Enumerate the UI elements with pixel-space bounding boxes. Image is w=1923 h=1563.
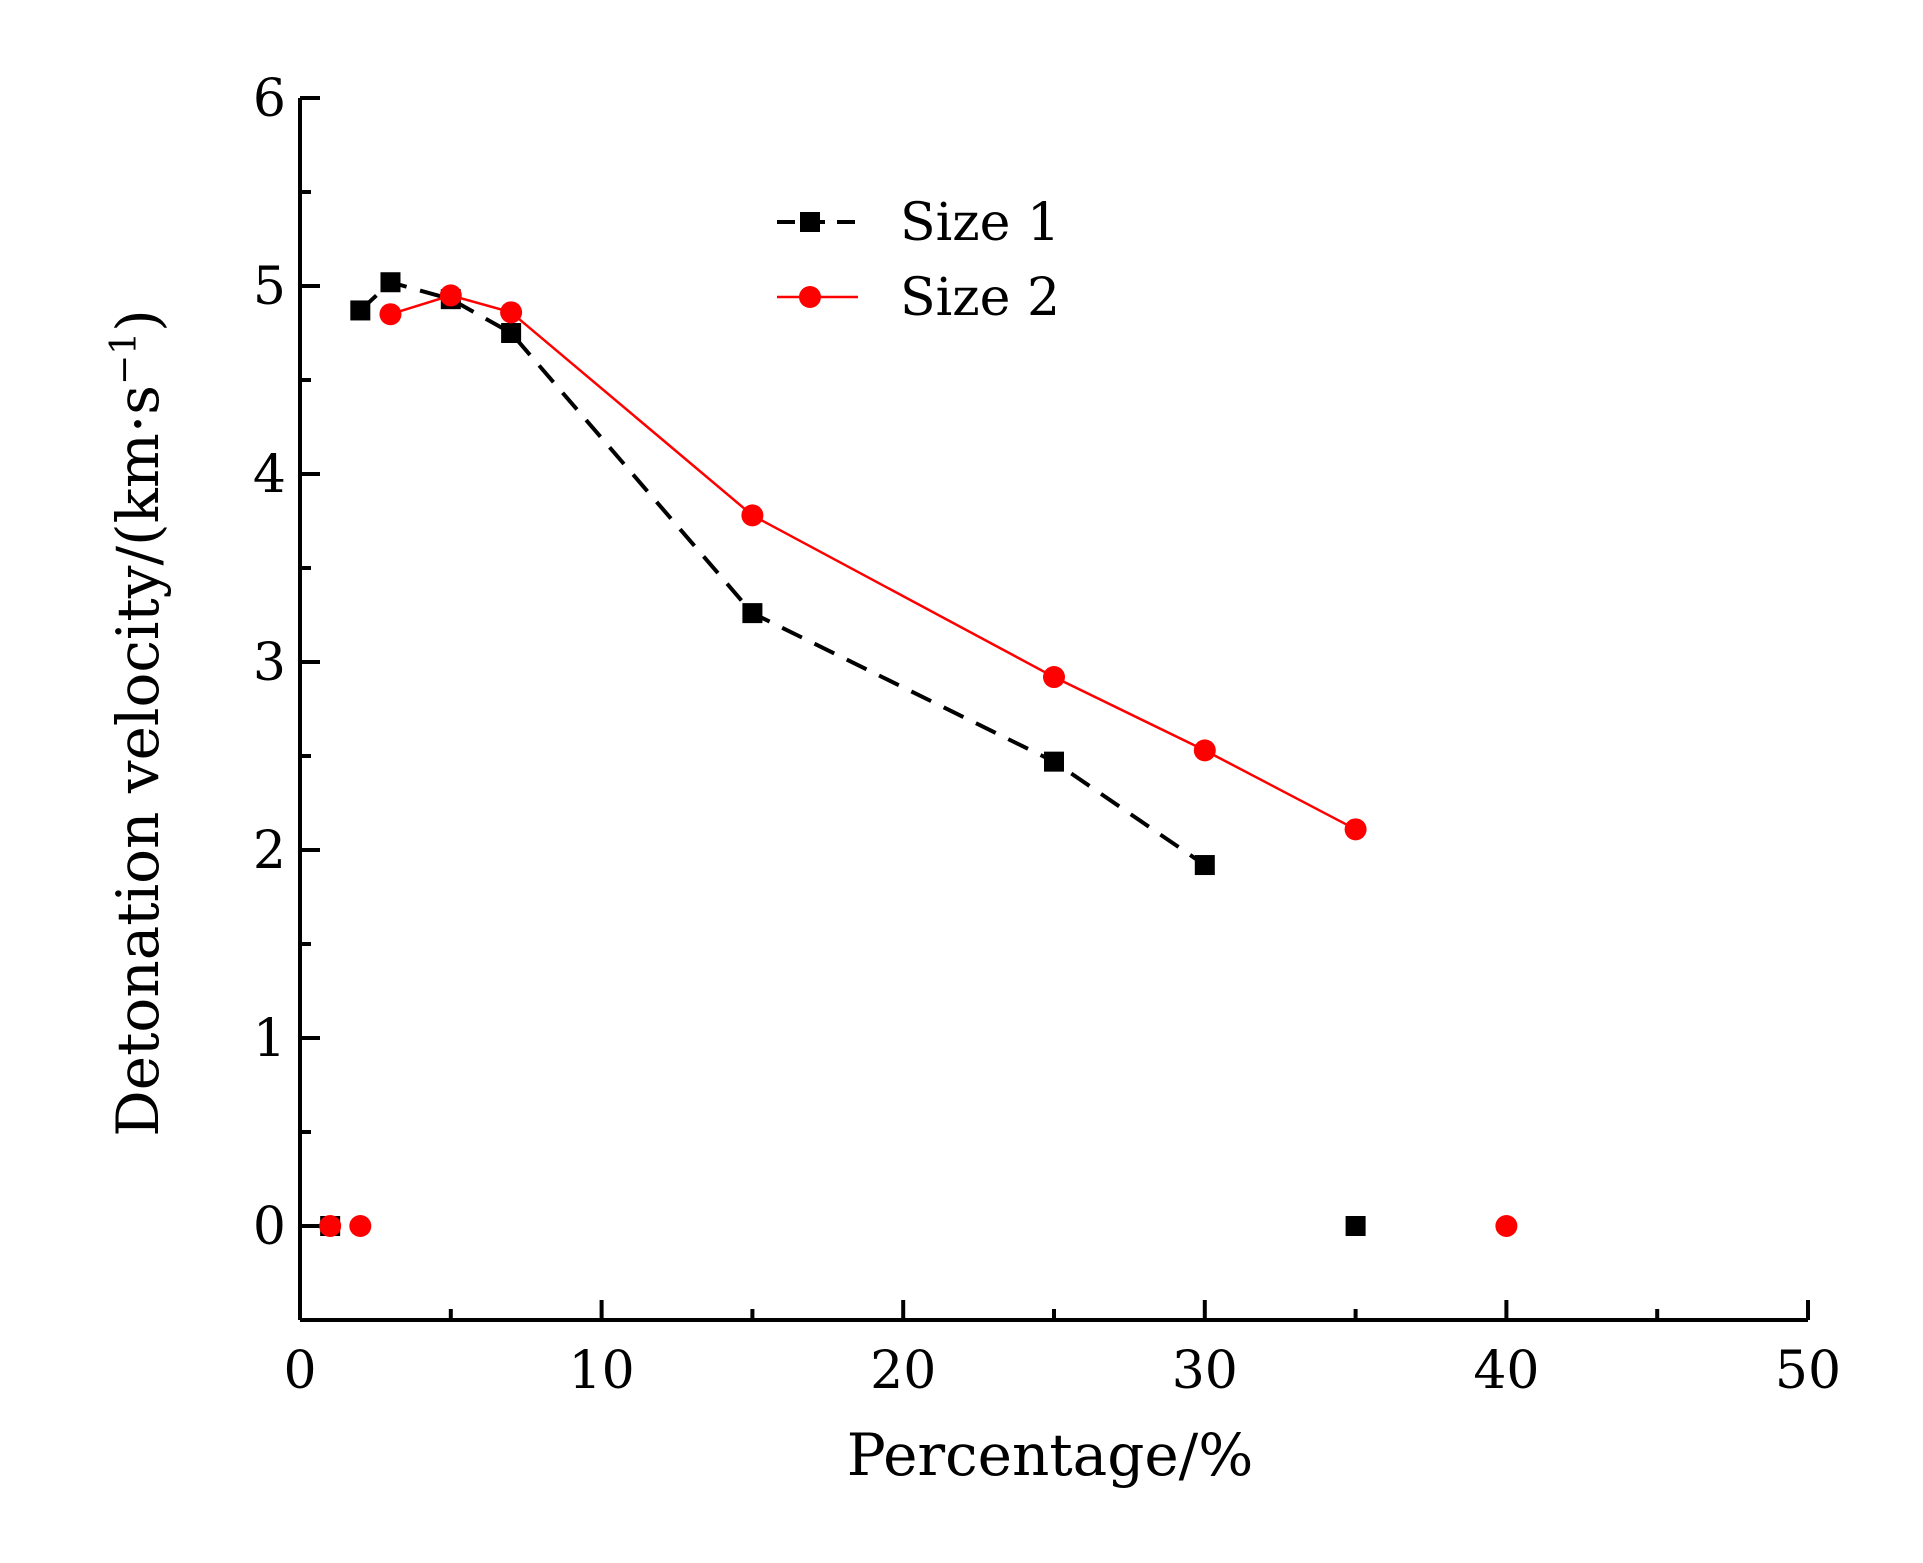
data-point	[1344, 818, 1367, 841]
data-point-isolated	[349, 1215, 372, 1237]
x-tick-label: 10	[569, 1341, 635, 1401]
axes: 0 10 20 30 40 50 0 1 2 3 4 5 6	[253, 69, 1841, 1401]
series-2	[319, 284, 1518, 1237]
y-axis-title: Detonation velocity/(km·s−1)	[104, 309, 172, 1136]
y-tick-label: 3	[253, 633, 286, 693]
y-tick-label: 5	[253, 257, 286, 317]
x-tick-label: 0	[283, 1341, 316, 1401]
y-axis-title-superscript: −1	[104, 332, 145, 385]
legend-label: Size 1	[900, 193, 1060, 253]
data-point	[439, 284, 462, 307]
data-point	[741, 504, 764, 527]
x-tick-label: 50	[1775, 1341, 1841, 1401]
data-point	[1193, 739, 1216, 762]
legend-marker	[800, 212, 820, 232]
data-point	[379, 303, 402, 326]
data-point	[500, 301, 523, 324]
data-point	[1044, 751, 1064, 772]
y-tick-label: 1	[253, 1009, 286, 1069]
data-point	[350, 300, 371, 321]
y-tick-label: 6	[253, 69, 286, 129]
x-tick-label: 30	[1172, 1341, 1238, 1401]
y-tick-label: 2	[253, 821, 286, 881]
data-point	[742, 603, 763, 624]
data-point	[1194, 855, 1215, 876]
x-tick-label: 40	[1473, 1341, 1539, 1401]
series-line	[358, 280, 1206, 867]
y-axis-title-close: )	[104, 309, 172, 332]
data-point-isolated	[319, 1215, 342, 1237]
y-tick-label: 0	[253, 1197, 286, 1257]
x-axis-title: Percentage/%	[847, 1421, 1254, 1489]
data-point	[1043, 666, 1065, 689]
y-axis-title-main: Detonation velocity/(km·s	[104, 385, 172, 1137]
series-layer	[319, 272, 1518, 1237]
data-point-isolated	[1345, 1216, 1366, 1236]
data-point	[380, 272, 401, 293]
x-tick-label: 20	[870, 1341, 936, 1401]
y-tick-label: 4	[253, 445, 286, 505]
legend-marker	[799, 286, 821, 308]
legend-label: Size 2	[900, 268, 1060, 328]
legend: Size 1 Size 2	[777, 193, 1060, 328]
data-point-isolated	[1495, 1215, 1518, 1237]
data-point	[501, 323, 522, 343]
